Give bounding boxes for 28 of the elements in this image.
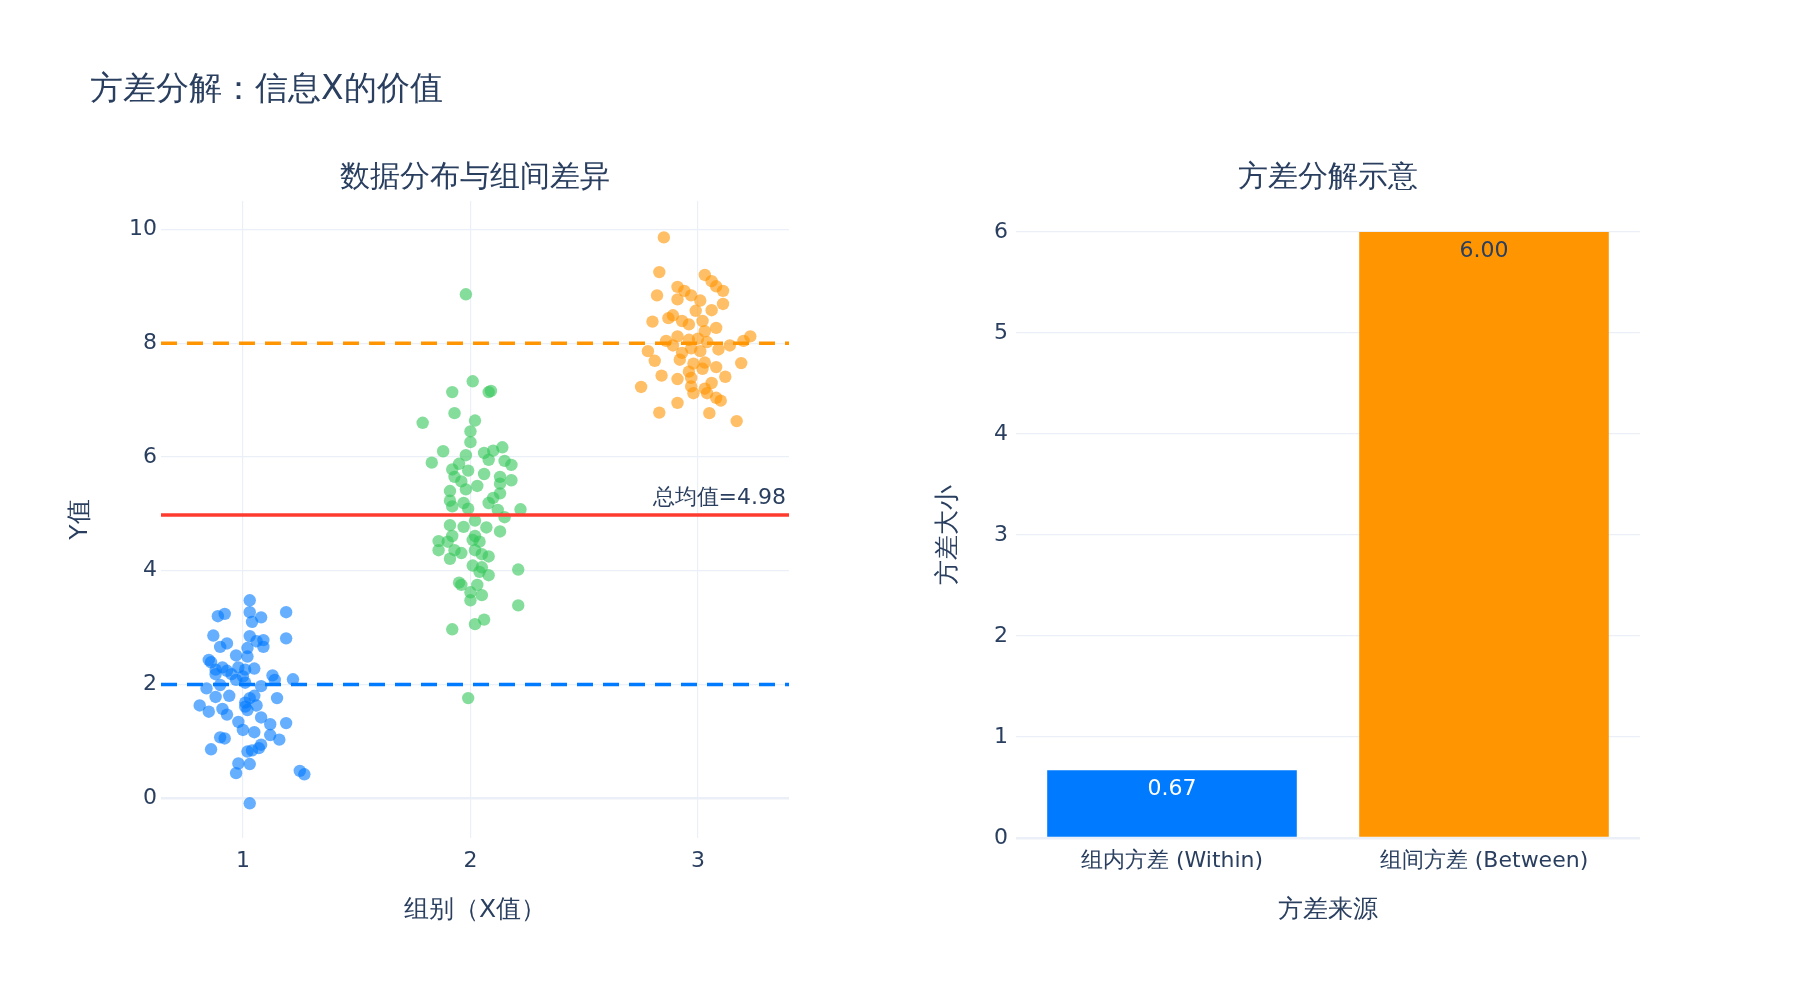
y-tick-label: 6 [143, 442, 157, 468]
data-label: 6.00 [1459, 236, 1509, 262]
y-axis-title: Y值 [63, 499, 93, 541]
ref-line-label: 总均值=4.98 [651, 483, 786, 509]
y-tick-label: 2 [994, 621, 1008, 647]
y-tick-label: 10 [129, 215, 157, 241]
y-tick-label: 3 [994, 520, 1008, 546]
x-axis-title: 组别（X值） [403, 893, 547, 923]
y-tick-label: 5 [994, 318, 1008, 344]
x-tick-label: 1 [235, 846, 250, 872]
x-tick-label: 2 [463, 846, 478, 872]
y-tick-label: 6 [994, 217, 1008, 243]
chart-title: 方差分解：信息X的价值 [90, 68, 443, 107]
y-axis-title: 方差大小 [931, 485, 961, 585]
y-tick-label: 2 [143, 670, 157, 696]
x-tick-label: 组内方差 (Within) [1080, 846, 1264, 872]
x-tick-label: 3 [690, 846, 705, 872]
x-axis-title: 方差来源 [1278, 893, 1378, 923]
y-tick-label: 4 [143, 556, 157, 582]
x-tick-label: 组间方差 (Between) [1379, 846, 1589, 872]
chart-title: 方差分解示意 [1238, 157, 1418, 193]
y-tick-label: 8 [143, 328, 157, 354]
y-tick-label: 0 [143, 783, 157, 809]
y-tick-label: 4 [994, 419, 1008, 445]
data-label: 0.67 [1147, 775, 1197, 801]
y-tick-label: 1 [994, 722, 1008, 748]
chart-subtitle: 数据分布与组间差异 [340, 157, 610, 193]
y-tick-label: 0 [994, 823, 1008, 849]
